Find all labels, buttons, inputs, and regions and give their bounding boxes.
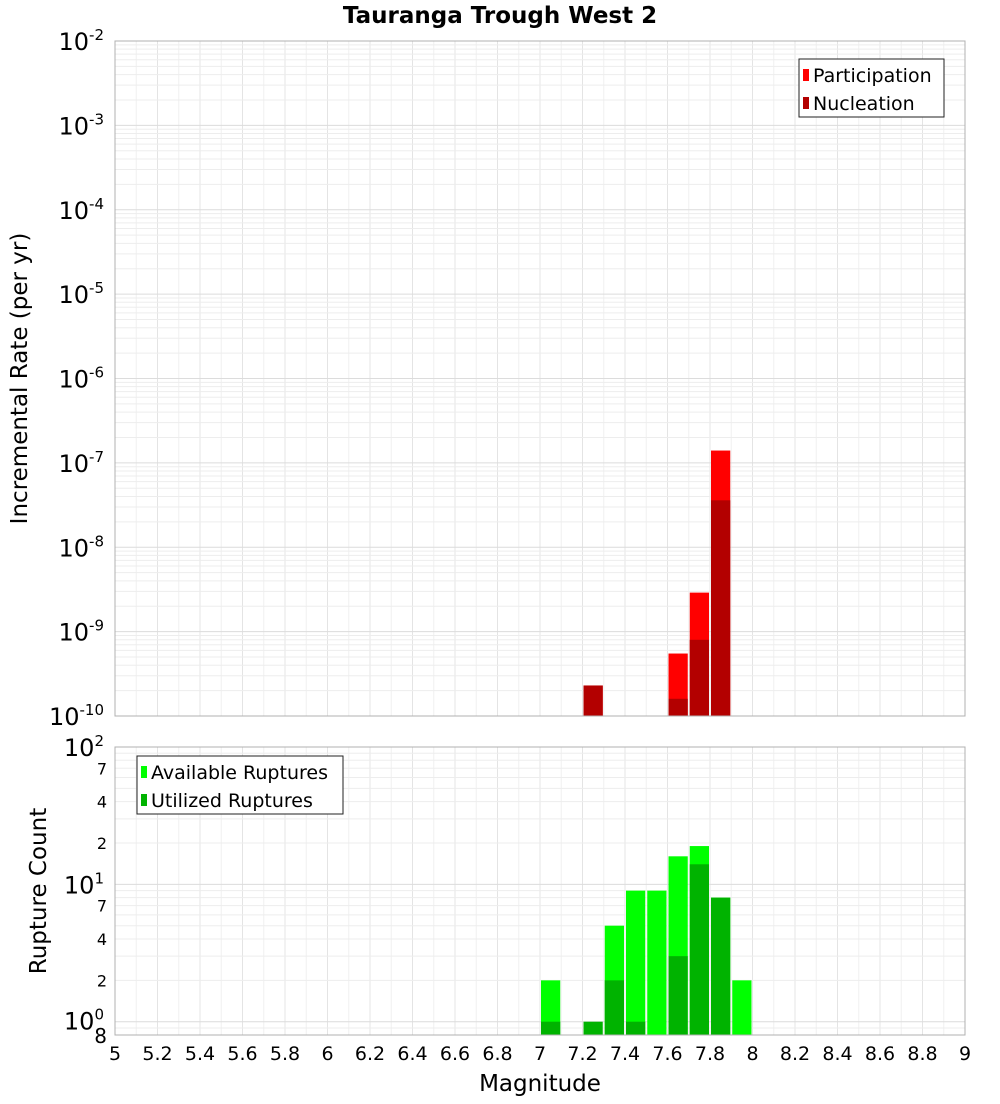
bottom-legend: Available Ruptures Utilized Ruptures	[136, 755, 344, 815]
top-y-tick-label: 10-5	[58, 279, 104, 309]
x-tick-label: 5.6	[227, 1043, 257, 1065]
top-bar-nucleation	[711, 500, 731, 716]
bottom-bar-available-ruptures	[541, 980, 561, 1035]
bottom-y-tick-label: 2	[97, 971, 107, 990]
bottom-legend-swatch	[141, 766, 147, 778]
top-y-tick-label: 10-6	[58, 364, 104, 394]
bottom-bar-available-ruptures	[626, 890, 646, 1035]
top-y-tick-label: 10-2	[58, 26, 104, 56]
top-y-tick-label: 10-9	[58, 617, 104, 647]
bottom-y-tick-label: 102	[64, 732, 104, 762]
top-legend-swatch	[803, 69, 809, 81]
top-legend-swatch	[803, 97, 809, 109]
bottom-y-tick-label: 101	[64, 869, 104, 899]
bottom-y-tick-label: 4	[97, 793, 107, 812]
top-bars	[583, 450, 731, 716]
bottom-bar-utilized-ruptures	[689, 864, 709, 1035]
bottom-legend-swatch	[141, 794, 147, 806]
chart-title: Tauranga Trough West 2	[343, 3, 657, 29]
x-tick-label: 8.4	[822, 1043, 852, 1065]
bottom-y-axis-label: Rupture Count	[26, 808, 52, 974]
top-bar-nucleation	[583, 685, 603, 716]
x-tick-label: 6.2	[355, 1043, 385, 1065]
top-y-tick-label: 10-3	[58, 110, 104, 140]
bottom-y-tick-label: 100	[64, 1006, 104, 1036]
bottom-bars	[541, 846, 752, 1035]
top-bar-nucleation	[668, 698, 688, 716]
bottom-bar-utilized-ruptures	[604, 980, 624, 1035]
bottom-legend-box	[136, 755, 344, 815]
x-tick-label: 7.6	[652, 1043, 682, 1065]
top-y-tick-label: 10-7	[58, 448, 104, 478]
top-y-tick-label: 10-8	[58, 532, 104, 562]
top-plot-grid	[114, 40, 966, 717]
bottom-bar-utilized-ruptures	[583, 1021, 603, 1035]
bottom-bar-utilized-ruptures	[541, 1021, 561, 1035]
top-legend-entry: Participation	[813, 65, 932, 87]
bottom-legend-entry: Utilized Ruptures	[151, 790, 313, 812]
top-plot-area	[114, 40, 966, 717]
bottom-y-tick-label: 2	[97, 834, 107, 853]
bottom-bar-available-ruptures	[732, 980, 752, 1035]
x-tick-label: 8.8	[907, 1043, 937, 1065]
bottom-y-tick-label: 8	[94, 1024, 107, 1048]
bottom-plot-area	[114, 746, 966, 1036]
x-tick-label: 5.2	[142, 1043, 172, 1065]
x-tick-label: 8.2	[780, 1043, 810, 1065]
top-y-tick-label: 10-10	[49, 701, 104, 731]
x-axis: 5 5.2 5.4 5.6 5.8 6 6.2 6.4 6.6 6.8 7 7.2 7.4 7.6 7.8 8…	[109, 1043, 971, 1065]
x-tick-label: 5.8	[270, 1043, 300, 1065]
bottom-legend-entry: Available Ruptures	[151, 762, 328, 784]
x-tick-label: 5	[109, 1043, 121, 1065]
x-tick-label: 8	[746, 1043, 758, 1065]
bottom-y-tick-label: 4	[97, 930, 107, 949]
top-y-tick-label: 10-4	[58, 195, 104, 225]
x-tick-label: 7.4	[610, 1043, 640, 1065]
x-tick-label: 7	[534, 1043, 546, 1065]
x-axis-label: Magnitude	[479, 1071, 601, 1097]
top-bar-nucleation	[689, 639, 709, 716]
top-legend-box	[798, 58, 945, 118]
bottom-y-tick-label: 7	[97, 759, 107, 778]
bottom-bar-utilized-ruptures	[668, 956, 688, 1035]
bottom-bar-utilized-ruptures	[711, 897, 731, 1035]
top-y-axis: 10-2 10-3 10-4 10-5 10-6 10-7 10-8 10-9 10-10	[49, 26, 104, 731]
x-tick-label: 6.6	[440, 1043, 470, 1065]
top-legend-entry: Nucleation	[813, 93, 915, 115]
x-tick-label: 5.4	[185, 1043, 215, 1065]
x-tick-label: 7.2	[567, 1043, 597, 1065]
bottom-y-tick-label: 7	[97, 897, 107, 916]
x-tick-label: 6	[321, 1043, 333, 1065]
x-tick-label: 9	[959, 1043, 971, 1065]
x-tick-label: 7.8	[695, 1043, 725, 1065]
bottom-bar-utilized-ruptures	[626, 1021, 646, 1035]
top-y-axis-label: Incremental Rate (per yr)	[7, 233, 33, 525]
top-legend: Participation Nucleation	[798, 58, 945, 118]
bottom-bar-available-ruptures	[647, 890, 667, 1035]
x-tick-label: 6.4	[397, 1043, 427, 1065]
x-tick-label: 6.8	[482, 1043, 512, 1065]
x-tick-label: 8.6	[865, 1043, 895, 1065]
